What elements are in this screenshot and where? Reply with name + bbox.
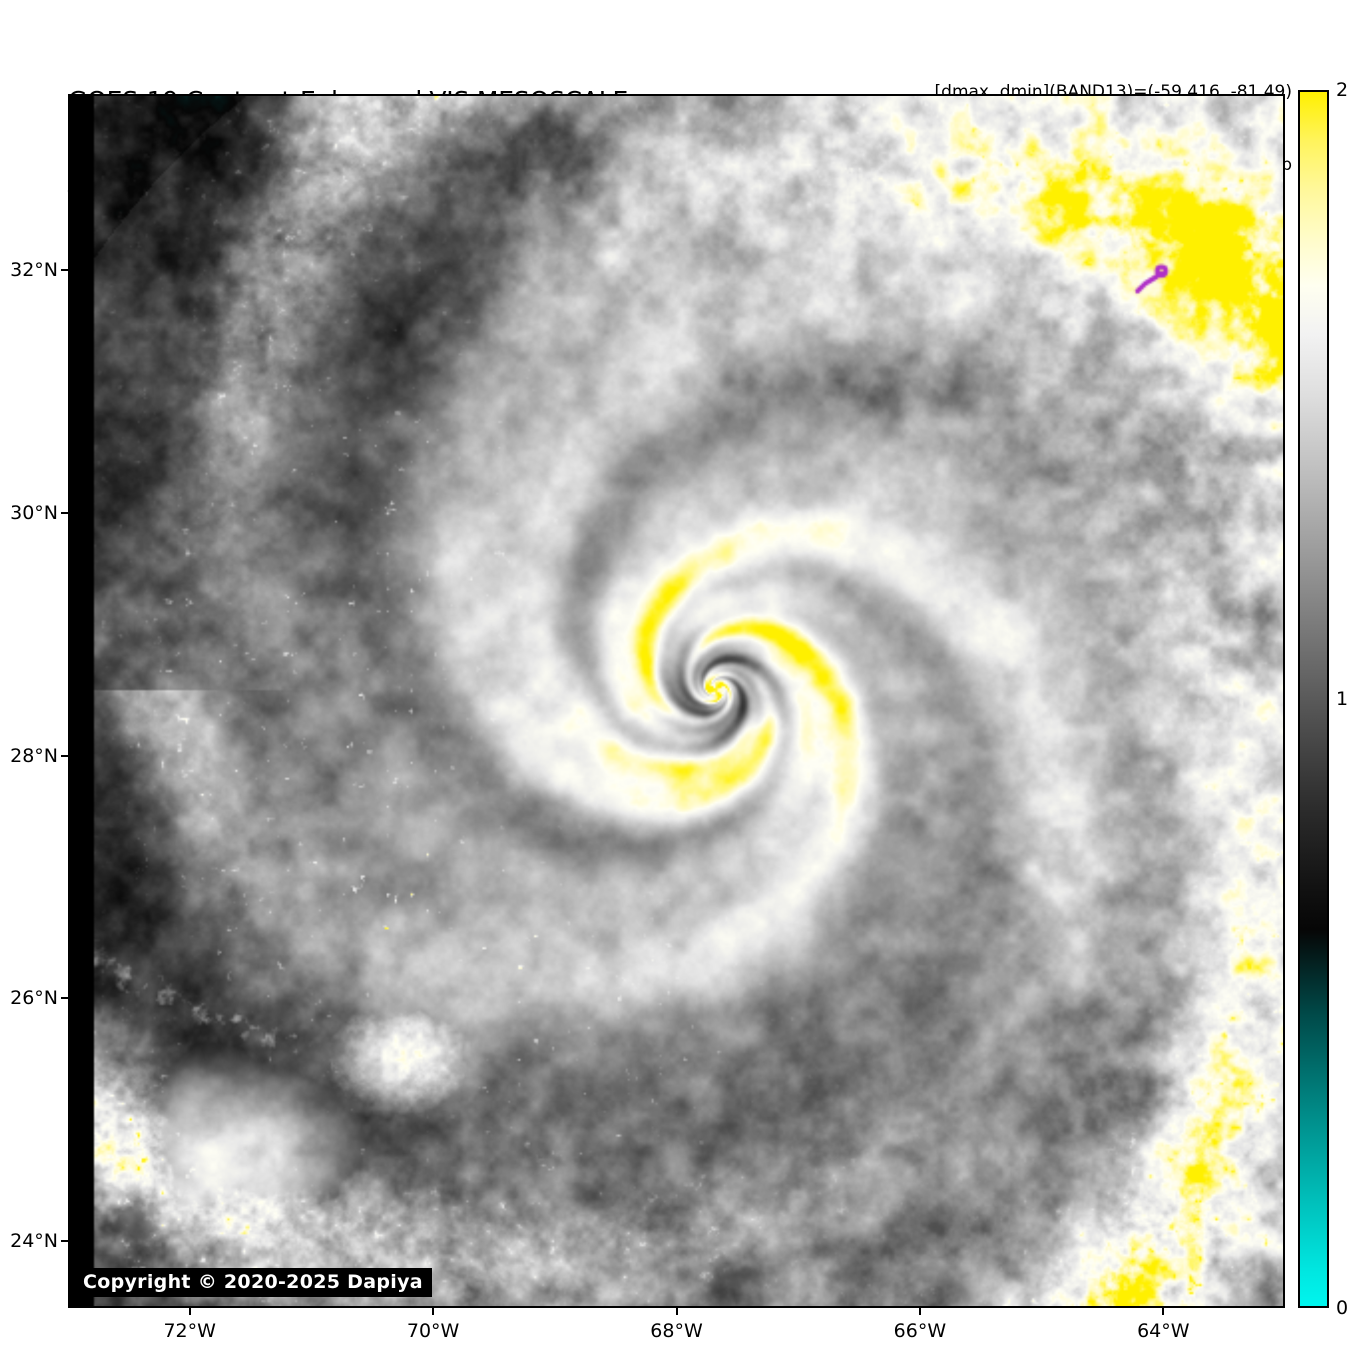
colorbar-tick-label-0: 2	[1336, 79, 1349, 101]
satellite-image-plot[interactable]: Copyright © 2020-2025 Dapiya	[68, 94, 1285, 1308]
satellite-imagery-canvas	[70, 96, 1283, 1306]
y-tick-mark-1	[61, 511, 68, 514]
x-tick-label-3: 66°W	[893, 1320, 947, 1342]
x-tick-label-4: 64°W	[1137, 1320, 1190, 1342]
y-tick-mark-3	[61, 997, 68, 1000]
y-tick-label-4: 24°N	[10, 1230, 58, 1253]
latitude-axis: 32°N 30°N 28°N 26°N 24°N	[0, 0, 68, 1359]
x-tick-mark-3	[918, 1308, 921, 1315]
x-tick-label-1: 70°W	[406, 1320, 460, 1342]
y-tick-label-0: 32°N	[10, 259, 58, 282]
y-tick-mark-2	[61, 754, 68, 757]
y-tick-label-1: 30°N	[10, 501, 58, 524]
y-tick-mark-4	[61, 1240, 68, 1243]
colorbar	[1298, 90, 1329, 1308]
y-tick-label-2: 28°N	[10, 744, 58, 767]
x-tick-label-2: 68°W	[650, 1320, 703, 1342]
x-tick-mark-0	[188, 1308, 191, 1315]
colorbar-tick-label-1: 1	[1336, 688, 1349, 710]
x-tick-mark-1	[432, 1308, 435, 1315]
y-tick-mark-0	[61, 269, 68, 272]
copyright-watermark: Copyright © 2020-2025 Dapiya	[74, 1268, 432, 1297]
x-tick-mark-2	[675, 1308, 678, 1315]
y-tick-label-3: 26°N	[10, 987, 58, 1010]
x-tick-mark-4	[1162, 1308, 1165, 1315]
x-tick-label-0: 72°W	[163, 1320, 216, 1342]
colorbar-tick-label-2: 0	[1336, 1297, 1349, 1319]
